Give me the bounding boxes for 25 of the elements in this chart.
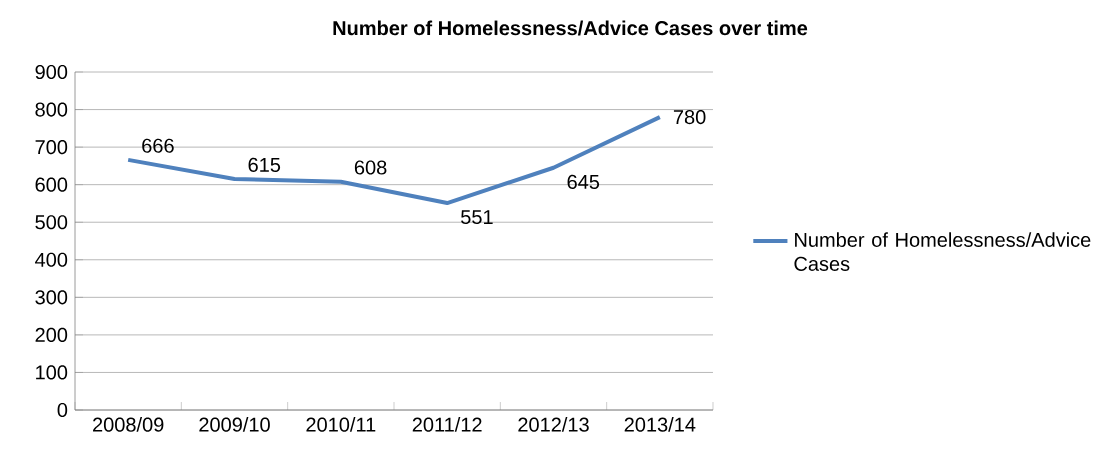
y-tick-label: 100: [36, 365, 68, 380]
x-tick-label: 2012/13: [518, 417, 589, 432]
x-tick-label: 2013/14: [624, 417, 696, 432]
data-label: 551: [461, 210, 493, 225]
x-tick-label: 2011/12: [412, 417, 482, 432]
x-tick-label: 2010/11: [306, 417, 376, 432]
legend-label: Number of Homelessness/Advice Cases: [794, 232, 1091, 271]
y-tick-label: 200: [35, 327, 68, 342]
y-tick-label: 700: [35, 140, 68, 155]
data-label: 608: [354, 160, 387, 175]
x-tick-label: 2008/09: [93, 417, 164, 432]
line-series: [126, 115, 662, 206]
data-label: 666: [142, 138, 174, 153]
y-tick-label: 400: [35, 252, 68, 267]
data-label: 615: [248, 157, 281, 172]
y-tick-label: 500: [35, 215, 68, 230]
data-label: 645: [567, 174, 600, 189]
x-tick-label: 2009/10: [199, 417, 270, 432]
data-label: 780: [673, 110, 706, 125]
chart-title: Number of Homelessness/Advice Cases over time: [333, 20, 808, 36]
y-tick-label: 900: [35, 64, 68, 80]
y-tick-label: 300: [35, 290, 68, 305]
y-tick-label: 0: [57, 402, 68, 418]
y-tick-label: 800: [35, 102, 68, 117]
y-tick-label: 600: [35, 177, 68, 192]
